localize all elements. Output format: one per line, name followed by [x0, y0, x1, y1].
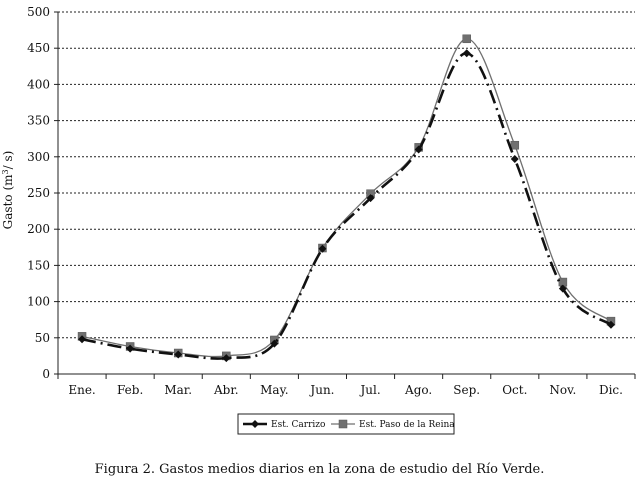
x-tick-label: Sep.	[453, 383, 480, 397]
data-point-est-carrizo	[366, 194, 375, 203]
data-point-est-carrizo	[510, 154, 519, 163]
y-tick-label: 0	[42, 367, 50, 381]
x-tick-label: Dic.	[599, 383, 623, 397]
y-tick-label: 350	[27, 114, 50, 128]
x-tick-label: Mar.	[164, 383, 192, 397]
y-tick-label: 500	[27, 5, 50, 19]
data-point-est-carrizo	[270, 339, 279, 348]
legend-label: Est. Paso de la Reina	[359, 420, 455, 430]
series-line-est-paso-de-la-reina	[81, 38, 612, 358]
gridlines	[58, 11, 635, 339]
legend-swatch-marker	[338, 419, 348, 429]
y-tick-label: 50	[35, 331, 50, 345]
x-tick-label: Nov.	[549, 383, 576, 397]
x-tick-label: May.	[260, 383, 288, 397]
data-point-est-carrizo	[126, 344, 135, 353]
y-tick-label: 150	[27, 258, 50, 272]
x-tick-labels: Ene. Feb. Mar. Abr. May. Jun. Jul. Ago. Sep. Oct.…	[68, 383, 623, 397]
data-point-est-carrizo	[606, 320, 615, 329]
figure-caption: Figura 2. Gastos medios diarios en la zo…	[94, 462, 545, 477]
data-point-est-carrizo	[78, 335, 87, 344]
data-point-est-carrizo	[558, 284, 567, 293]
y-tick-label: 400	[27, 77, 50, 91]
y-tick-label: 250	[27, 186, 50, 200]
y-axis-label: Gasto (m3/ s)	[1, 151, 16, 230]
series-group	[77, 34, 616, 363]
x-tick-label: Oct.	[502, 383, 527, 397]
y-tick-label: 100	[27, 295, 50, 309]
data-point-est-carrizo	[414, 145, 423, 154]
data-point-est-paso-de-la-reina	[510, 140, 520, 150]
legend: Est. Carrizo Est. Paso de la Reina	[237, 413, 455, 435]
legend-label: Est. Carrizo	[271, 420, 325, 430]
y-tick-label: 200	[27, 222, 50, 236]
y-tick-label: 450	[27, 41, 50, 55]
x-tick-label: Jun.	[308, 383, 334, 397]
axes	[54, 11, 636, 379]
x-tick-label: Abr.	[213, 383, 239, 397]
data-point-est-carrizo	[462, 49, 471, 58]
x-tick-label: Ene.	[68, 383, 95, 397]
y-axis-label-sup: 3	[1, 169, 10, 174]
y-axis-label-prefix: Gasto (m	[1, 174, 15, 229]
data-point-est-carrizo	[174, 350, 183, 359]
data-point-est-carrizo	[318, 244, 327, 253]
y-tick-labels: 0 50 100 150 200 250 300 350 400 450 500	[27, 5, 50, 381]
y-axis-label-suffix: / s)	[1, 151, 15, 170]
data-point-est-carrizo	[222, 354, 231, 363]
x-tick-label: Jul.	[358, 383, 380, 397]
series-line-est-carrizo	[81, 51, 612, 360]
x-tick-label: Feb.	[117, 383, 143, 397]
data-point-est-paso-de-la-reina	[462, 34, 471, 44]
x-tick-label: Ago.	[404, 383, 432, 397]
legend-swatch-marker	[251, 420, 259, 428]
y-tick-label: 300	[27, 150, 50, 164]
